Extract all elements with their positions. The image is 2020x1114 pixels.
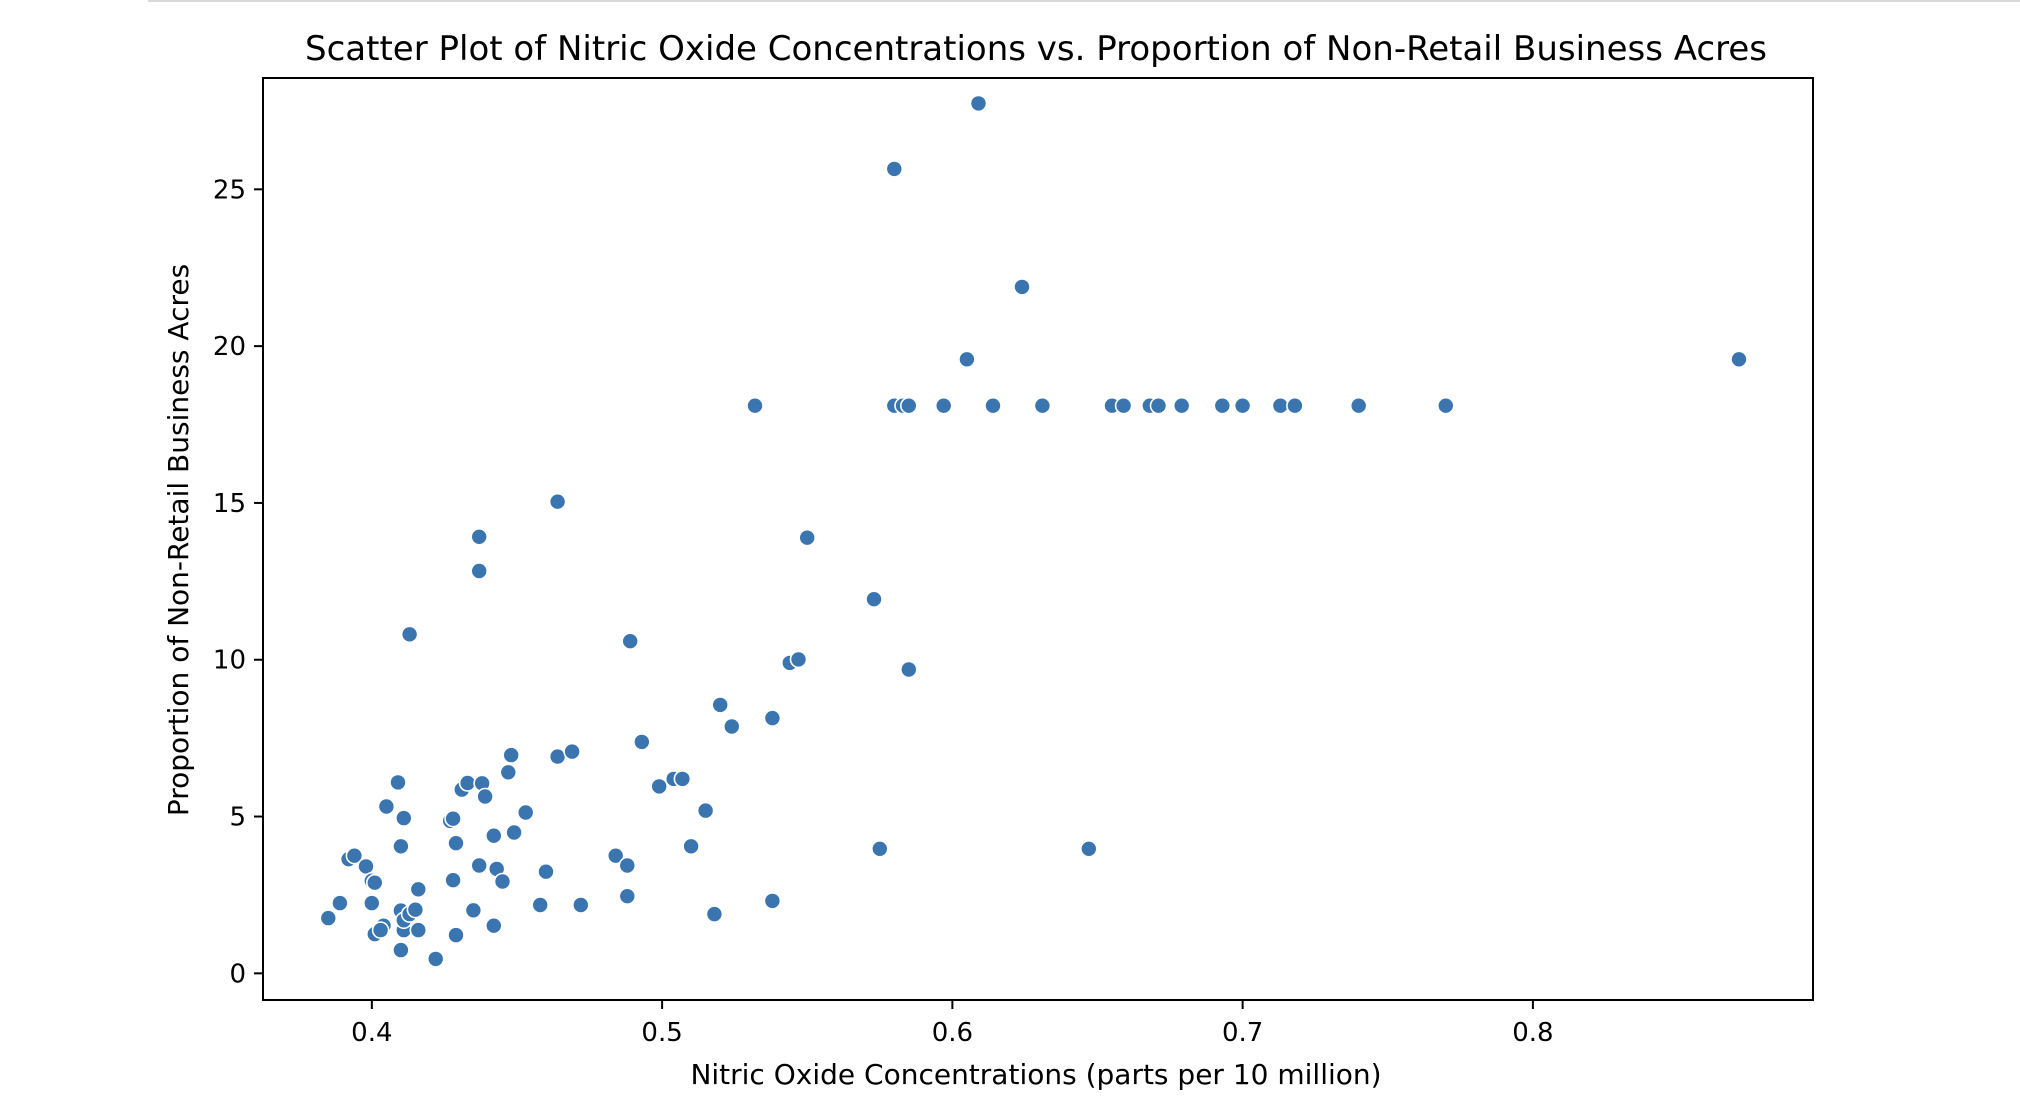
data-point (447, 834, 465, 853)
chart-title: Scatter Plot of Nitric Oxide Concentrati… (305, 29, 1767, 69)
data-point (696, 801, 715, 820)
data-point (934, 396, 953, 415)
data-point (444, 809, 462, 828)
x-tick-label: 0.7 (1222, 1018, 1263, 1048)
data-point (548, 492, 567, 511)
data-point (1013, 278, 1031, 296)
data-point (1149, 396, 1168, 415)
data-point (722, 717, 741, 736)
data-point (798, 528, 817, 547)
data-point (447, 926, 465, 944)
data-point (377, 797, 396, 816)
data-point (1437, 396, 1455, 415)
data-point (464, 901, 483, 920)
top-border-line (148, 0, 2020, 2)
data-point (493, 872, 512, 891)
data-point (1213, 396, 1232, 415)
data-point (682, 837, 700, 856)
data-point (502, 746, 521, 764)
x-tick-label: 0.5 (641, 1018, 682, 1048)
data-point (650, 777, 669, 796)
data-point (673, 770, 692, 788)
data-point (470, 562, 489, 580)
plot-area-frame (262, 77, 1814, 1001)
data-point (885, 160, 904, 178)
data-point (606, 846, 625, 865)
y-tick-label: 0 (229, 959, 246, 989)
data-point (1730, 350, 1748, 369)
x-tick-label: 0.8 (1512, 1018, 1553, 1048)
data-point (705, 905, 724, 923)
data-point (426, 950, 445, 968)
y-axis-ticks: 0 5 10 15 20 25 (213, 175, 263, 989)
x-tick-label: 0.4 (351, 1018, 392, 1048)
data-point (537, 862, 555, 881)
data-point (969, 94, 988, 113)
data-point (476, 787, 494, 806)
data-point (763, 892, 782, 910)
data-point (618, 887, 637, 906)
y-tick-label: 25 (213, 175, 246, 205)
data-point (621, 632, 640, 651)
data-point (362, 894, 381, 912)
data-point (331, 894, 349, 912)
y-axis-label: Proportion of Non-Retail Business Acres (162, 264, 195, 816)
data-point (1172, 396, 1191, 415)
data-point (394, 809, 413, 827)
data-point (345, 846, 364, 865)
data-point (1233, 396, 1252, 415)
points-layer (319, 94, 1748, 968)
data-point (1271, 396, 1290, 415)
y-tick-label: 5 (229, 803, 246, 833)
data-point (505, 823, 523, 842)
data-point (516, 803, 535, 822)
data-point (484, 916, 503, 935)
data-point (870, 839, 889, 858)
x-axis-ticks: 0.4 0.5 0.6 0.7 0.8 (351, 1000, 1554, 1048)
data-point (365, 873, 384, 892)
data-point (371, 921, 390, 939)
data-point (409, 921, 428, 939)
data-point (1033, 396, 1052, 415)
data-point (746, 396, 764, 415)
data-point (958, 350, 976, 369)
data-point (406, 900, 425, 919)
data-point (548, 747, 567, 766)
data-point (789, 650, 808, 669)
x-axis-label: Nitric Oxide Concentrations (parts per 1… (690, 1058, 1381, 1091)
y-tick-label: 20 (213, 332, 246, 362)
data-point (444, 871, 462, 890)
data-point (392, 941, 410, 959)
data-point (409, 880, 428, 899)
data-point (470, 856, 489, 875)
data-point (563, 742, 581, 761)
data-point (865, 590, 883, 609)
data-point (531, 896, 550, 914)
data-point (1286, 396, 1304, 415)
y-tick-label: 15 (213, 489, 246, 519)
data-point (1349, 396, 1368, 415)
data-point (618, 856, 637, 875)
data-point (571, 896, 590, 914)
data-point (389, 773, 407, 792)
data-point (1080, 839, 1098, 858)
data-point (484, 826, 503, 845)
data-point (632, 733, 651, 751)
data-point (499, 763, 518, 782)
data-point (392, 837, 410, 856)
y-tick-label: 10 (213, 646, 246, 676)
x-tick-label: 0.6 (932, 1018, 973, 1048)
data-point (458, 774, 477, 792)
data-point (711, 696, 730, 714)
data-point (400, 625, 419, 644)
data-point (899, 396, 918, 415)
data-point (470, 527, 489, 546)
data-point (984, 396, 1002, 415)
data-point (1114, 396, 1133, 415)
data-point (763, 709, 782, 727)
data-point (319, 909, 338, 927)
data-point (357, 857, 375, 876)
data-point (899, 660, 918, 679)
